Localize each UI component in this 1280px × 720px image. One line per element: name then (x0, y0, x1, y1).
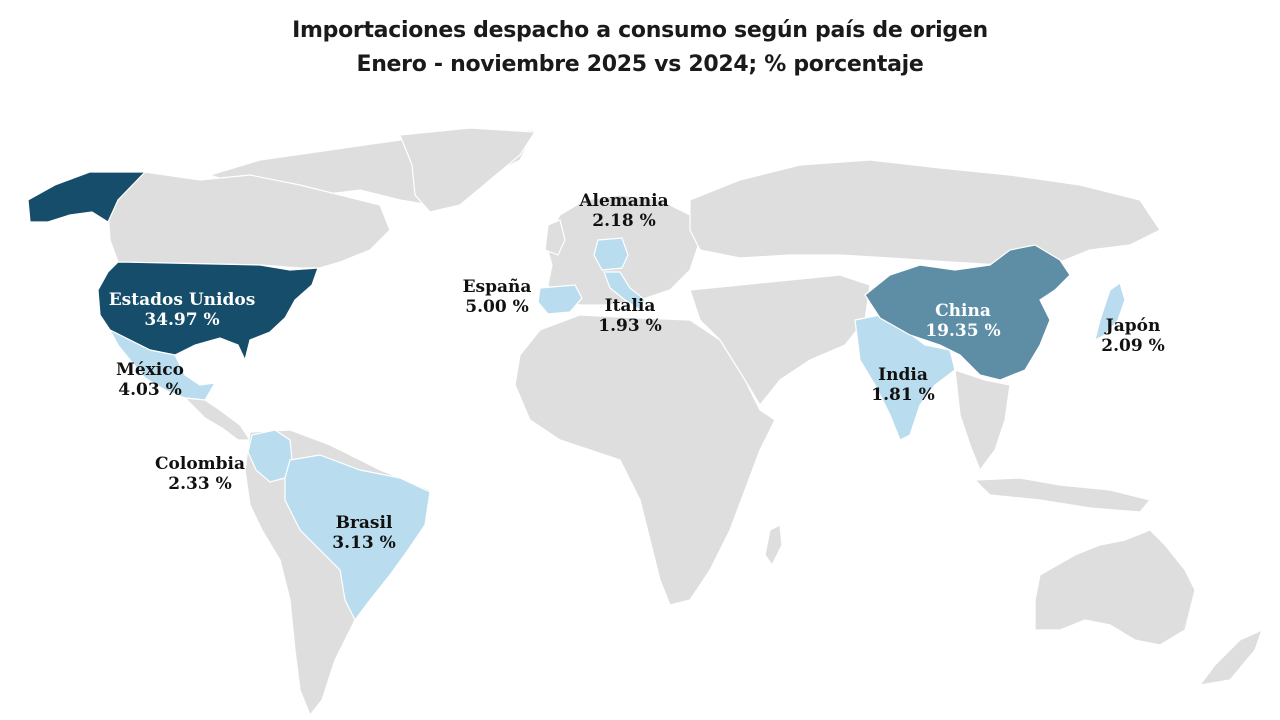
region-new-zealand (1198, 628, 1264, 686)
label-value: 4.03 % (118, 380, 182, 400)
label-spain: España 5.00 % (463, 277, 532, 317)
title-line-2: Enero - noviembre 2025 vs 2024; % porcen… (356, 52, 924, 77)
country-canada (107, 171, 391, 269)
label-name: Colombia (154, 454, 246, 474)
label-china: China 19.35 % (925, 301, 1000, 341)
label-value: 2.09 % (1101, 336, 1165, 356)
label-value: 1.93 % (598, 316, 662, 336)
label-colombia: Colombia 2.33 % (155, 454, 245, 494)
country-brazil (284, 454, 431, 622)
country-mexico (108, 328, 217, 401)
country-china (864, 244, 1071, 381)
label-name: Brasil (335, 513, 393, 533)
chart-title: Importaciones despacho a consumo según p… (0, 14, 1280, 82)
country-italy (603, 271, 646, 311)
label-germany: Alemania 2.18 % (579, 191, 668, 231)
label-japan: Japón 2.09 % (1101, 316, 1164, 356)
label-usa: Estados Unidos 34.97 % (109, 290, 256, 330)
label-italy: Italia 1.93 % (598, 296, 661, 336)
region-middle-east (689, 274, 871, 407)
label-value: 3.13 % (332, 533, 396, 553)
label-mexico: México 4.03 % (116, 360, 184, 400)
label-name: China (935, 301, 991, 321)
label-name: España (462, 277, 532, 297)
label-brazil: Brasil 3.13 % (332, 513, 395, 553)
label-name: Alemania (579, 191, 669, 211)
region-australia (1034, 529, 1196, 646)
region-central-america (183, 397, 252, 441)
label-name: Japón (1105, 316, 1161, 336)
label-india: India 1.81 % (871, 365, 934, 405)
region-madagascar (764, 524, 783, 567)
region-greenland (399, 127, 537, 213)
label-name: Estados Unidos (108, 290, 256, 310)
region-africa (514, 314, 776, 606)
region-russia (689, 159, 1161, 266)
label-name: Italia (604, 296, 656, 316)
country-germany (593, 237, 629, 271)
region-uk (544, 219, 566, 256)
country-usa-alaska (27, 171, 147, 223)
label-value: 2.33 % (168, 474, 232, 494)
country-japan (1094, 282, 1126, 342)
region-indonesia (973, 477, 1152, 513)
country-usa (97, 261, 319, 362)
label-name: India (878, 365, 928, 385)
label-value: 2.18 % (592, 211, 656, 231)
label-name: México (116, 360, 184, 380)
country-spain (537, 284, 583, 315)
label-value: 34.97 % (144, 310, 220, 330)
label-value: 5.00 % (465, 297, 529, 317)
title-line-1: Importaciones despacho a consumo según p… (292, 18, 988, 43)
label-value: 1.81 % (871, 385, 935, 405)
region-southeast-asia (954, 369, 1011, 472)
label-value: 19.35 % (925, 321, 1001, 341)
